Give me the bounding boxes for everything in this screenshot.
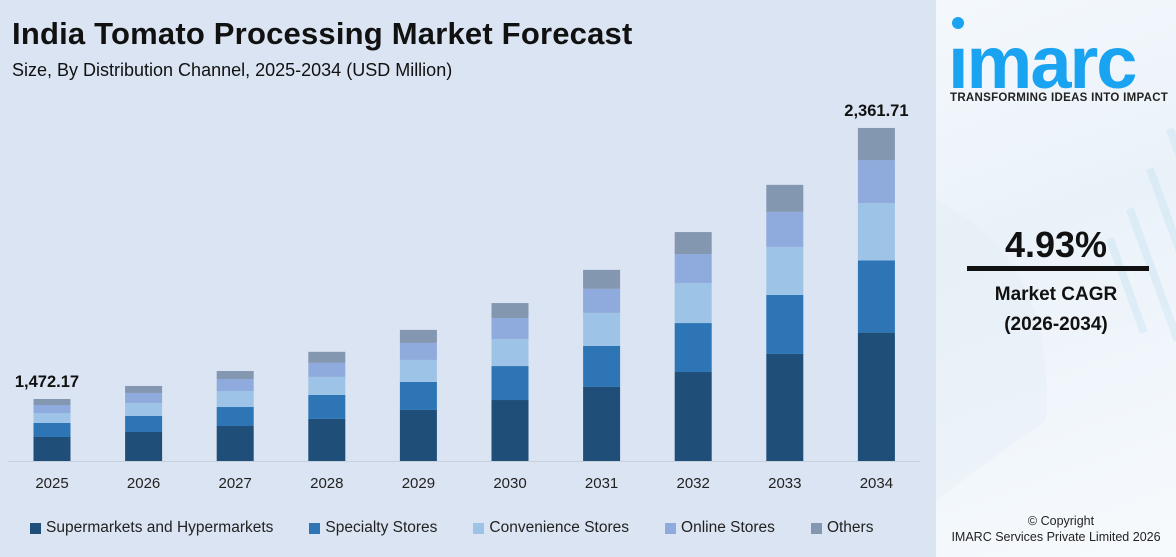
legend-swatch	[30, 522, 41, 534]
cagr-period: (2026-2034)	[1004, 314, 1108, 335]
bar-segment-2026-1	[125, 415, 163, 432]
legend-item: Online Stores	[665, 519, 775, 537]
bar-segment-2032-2	[674, 283, 712, 324]
bar-segment-2034-1	[857, 260, 895, 333]
bar-segment-2031-2	[583, 312, 621, 346]
bar-segment-2026-3	[125, 392, 163, 403]
bar-segment-2026-4	[125, 385, 163, 393]
background-chart-graphic	[936, 127, 1176, 500]
bar-segment-2032-1	[674, 323, 712, 373]
legend-label: Convenience Stores	[489, 519, 630, 536]
legend-item: Specialty Stores	[309, 519, 437, 537]
x-tick-label: 2026	[127, 475, 160, 492]
bar-segment-2026-2	[125, 402, 163, 416]
x-tick-label: 2025	[35, 475, 68, 492]
bar-segment-2031-1	[583, 345, 621, 387]
bar-segment-2034-0	[857, 332, 895, 461]
data-label: 1,472.17	[15, 373, 79, 391]
imarc-logo: ımarc	[948, 17, 1137, 96]
cagr-value: 4.93%	[1004, 224, 1108, 265]
x-tick-label: 2027	[219, 475, 252, 492]
legend-swatch	[473, 522, 485, 534]
bar-segment-2034-2	[857, 203, 895, 261]
bar-segment-2028-0	[308, 418, 346, 461]
bar-segment-2025-4	[33, 399, 71, 405]
chart-title: India Tomato Processing Market Forecast	[12, 16, 633, 51]
bar-segment-2031-3	[583, 288, 621, 313]
bar-segment-2031-0	[583, 386, 621, 461]
legend-swatch	[665, 522, 677, 534]
legend-label: Specialty Stores	[325, 519, 438, 536]
bar-segment-2029-3	[399, 342, 437, 360]
svg-text:ımarc: ımarc	[948, 21, 1135, 96]
legend-label: Supermarkets and Hypermarkets	[46, 519, 274, 536]
bar-segment-2029-2	[399, 359, 437, 382]
bar-segment-2027-2	[216, 391, 254, 408]
bar-segment-2034-4	[857, 127, 895, 161]
bar-segment-2029-4	[399, 329, 437, 343]
bar-segment-2027-1	[216, 407, 254, 427]
chart-area: India Tomato Processing Market Forecast …	[8, 16, 920, 537]
bar-segment-2030-2	[491, 339, 529, 367]
bar-segment-2030-4	[491, 303, 529, 319]
bar-segment-2030-1	[491, 366, 529, 401]
data-label: 2,361.71	[844, 102, 908, 120]
cagr-label: Market CAGR	[994, 284, 1118, 305]
bar-segment-2033-1	[766, 294, 804, 354]
bar-segment-2032-4	[674, 232, 712, 255]
bar-segment-2029-1	[399, 381, 437, 410]
bar-segment-2027-0	[216, 426, 254, 461]
x-tick-label: 2031	[585, 475, 618, 492]
x-tick-label: 2033	[768, 475, 801, 492]
bar-segment-2027-3	[216, 379, 254, 392]
bar-segment-2026-0	[125, 431, 163, 461]
bar-segment-2025-2	[33, 412, 71, 423]
bar-segment-2030-3	[491, 318, 529, 340]
x-tick-label: 2029	[402, 475, 435, 492]
legend-label: Online Stores	[681, 519, 775, 536]
bar-segment-2032-0	[674, 372, 712, 461]
copyright: © Copyright	[1027, 514, 1095, 528]
bar-segment-2027-4	[216, 371, 254, 380]
legend: Supermarkets and Hypermarkets Specialty S…	[30, 519, 873, 537]
bar-segment-2031-4	[583, 269, 621, 289]
legend-item: Others	[810, 519, 874, 537]
company-name: IMARC Services Private Limited 2026	[951, 530, 1161, 544]
bar-segment-2029-0	[399, 409, 437, 461]
x-tick-label: 2028	[310, 475, 343, 492]
bar-segment-2033-0	[766, 353, 804, 461]
bar-segment-2028-3	[308, 362, 346, 377]
chart-subtitle: Size, By Distribution Channel, 2025-2034…	[12, 60, 453, 80]
stacked-bar-chart: 2025 1,472.17 2026 2027 2028 2029 2030 2031 2032…	[8, 102, 920, 492]
divider	[967, 266, 1149, 271]
bar-segment-2025-3	[33, 404, 71, 413]
bar-segment-2028-1	[308, 394, 346, 419]
side-panel: ımarc TRANSFORMING IDEAS INTO IMPACT 4.9…	[936, 0, 1176, 557]
bar-segment-2033-4	[766, 184, 804, 212]
bar-segment-2025-0	[33, 436, 71, 461]
legend-swatch	[810, 522, 822, 534]
bar-segment-2033-2	[766, 246, 804, 295]
bar-segment-2033-3	[766, 211, 804, 247]
legend-swatch	[309, 522, 321, 534]
x-tick-label: 2034	[860, 475, 893, 492]
tagline: TRANSFORMING IDEAS INTO IMPACT	[950, 92, 1169, 104]
bar-segment-2028-4	[308, 351, 346, 363]
bar-segment-2030-0	[491, 400, 529, 461]
legend-item: Supermarkets and Hypermarkets	[30, 519, 273, 537]
bar-segment-2034-3	[857, 160, 895, 204]
bar-segment-2025-1	[33, 422, 71, 437]
legend-label: Others	[826, 519, 874, 536]
legend-item: Convenience Stores	[473, 519, 629, 537]
bar-segment-2032-3	[674, 254, 712, 284]
x-tick-label: 2032	[677, 475, 710, 492]
x-tick-label: 2030	[493, 475, 526, 492]
bar-segment-2028-2	[308, 376, 346, 395]
